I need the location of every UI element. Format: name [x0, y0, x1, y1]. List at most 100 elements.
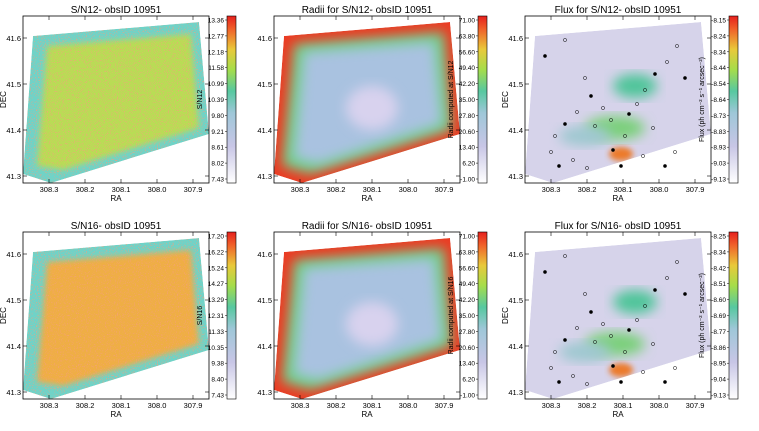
- y-tick-label: 41.6: [257, 34, 272, 43]
- colorbar-tick-label: 14.27: [208, 281, 225, 288]
- star-marker: [589, 310, 593, 314]
- colorbar-tick-label: 13.40: [459, 145, 476, 152]
- star-marker: [635, 318, 639, 322]
- y-tick-label: 41.5: [508, 80, 523, 89]
- colorbar-tick-label: 20.60: [459, 129, 476, 136]
- star-marker: [611, 364, 615, 368]
- colorbar-tick-label: 8.40: [211, 377, 224, 384]
- x-tick-label: 307.9: [686, 185, 705, 194]
- x-tick-label: 308.2: [578, 185, 597, 194]
- colorbar: [226, 15, 237, 184]
- chart-title: S/N16- obsID 10951: [71, 221, 162, 232]
- star-marker: [543, 270, 547, 274]
- colorbar-tick-label: -8.42: [711, 265, 726, 272]
- colorbar-tick-label: -8.15: [711, 18, 726, 25]
- star-marker: [675, 260, 679, 264]
- y-tick-label: 41.6: [6, 250, 21, 259]
- star-marker: [683, 292, 687, 296]
- y-tick-label: 41.5: [6, 80, 21, 89]
- x-tick-label: 308.3: [542, 185, 561, 194]
- colorbar-tick-label: -8.83: [711, 129, 726, 136]
- star-marker: [663, 380, 667, 384]
- y-tick-label: 41.6: [508, 34, 523, 43]
- colorbar-tick-label: 12.31: [208, 313, 225, 320]
- colorbar-label: S/N12: [197, 90, 204, 110]
- star-marker: [593, 124, 597, 128]
- star-marker: [683, 76, 687, 80]
- x-tick-label: 308.1: [363, 185, 382, 194]
- colorbar-tick-label: -8.25: [711, 234, 726, 241]
- star-marker: [609, 334, 613, 338]
- star-marker: [641, 370, 645, 374]
- colorbar-tick-label: 13.36: [208, 18, 225, 25]
- y-axis-label: DEC: [501, 91, 510, 108]
- star-marker: [557, 164, 561, 168]
- colorbar-tick-label: -8.54: [711, 81, 726, 88]
- plot-frame: [524, 231, 712, 400]
- x-tick-label: 307.9: [184, 185, 203, 194]
- chart-panel-4: S/N16- obsID 10951 308.3 308.2 308.1 308.0 30…: [0, 221, 237, 419]
- heatmap-area: [274, 22, 460, 183]
- colorbar-tick-label: 16.22: [208, 249, 225, 256]
- colorbar-tick-label: 11.58: [208, 65, 224, 72]
- colorbar-tick-label: -1.00: [460, 177, 475, 184]
- colorbar: [226, 231, 237, 400]
- x-tick-label: 307.9: [435, 401, 454, 410]
- star-marker: [571, 374, 575, 378]
- star-marker: [651, 342, 655, 346]
- star-marker: [653, 288, 657, 292]
- star-marker: [575, 326, 579, 330]
- x-tick-label: 308.3: [291, 401, 310, 410]
- x-axis-label: RA: [361, 194, 373, 203]
- colorbar-tick-label: 6.20: [462, 377, 475, 384]
- colorbar-tick-label: 15.24: [208, 265, 225, 272]
- colorbar-tick-label: 49.40: [459, 65, 476, 72]
- x-tick-label: 308.0: [650, 185, 669, 194]
- chart-panel-6: Flux for S/N16- obsID 10951 308.3 308.2 308…: [501, 221, 739, 419]
- colorbar-tick-label: 20.60: [459, 345, 476, 352]
- x-tick-label: 308.3: [40, 401, 59, 410]
- chart-title: Radii for S/N12- obsID 10951: [302, 5, 433, 16]
- colorbar: [728, 231, 739, 400]
- colorbar-tick-label: -8.73: [711, 113, 726, 120]
- colorbar-tick-label: 42.20: [459, 297, 476, 304]
- y-tick-label: 41.4: [508, 342, 523, 351]
- colorbar-tick-label: 63.80: [459, 33, 476, 40]
- colorbar-label: Flux (ph cm⁻² s⁻¹ arcsec⁻²): [699, 57, 706, 142]
- x-tick-label: 308.1: [112, 401, 131, 410]
- x-tick-label: 308.2: [327, 401, 346, 410]
- x-tick-label: 308.0: [148, 401, 167, 410]
- y-tick-label: 41.3: [508, 172, 523, 181]
- x-tick-label: 308.3: [542, 401, 561, 410]
- x-tick-label: 308.1: [112, 185, 131, 194]
- colorbar-tick-label: 8.02: [211, 161, 224, 168]
- colorbar-tick-label: 27.80: [459, 113, 476, 120]
- colorbar-tick-label: -8.34: [711, 249, 726, 256]
- y-tick-label: 41.6: [508, 250, 523, 259]
- y-tick-label: 41.4: [257, 342, 272, 351]
- y-tick-label: 41.4: [257, 126, 272, 135]
- x-tick-label: 308.2: [578, 401, 597, 410]
- colorbar: [477, 231, 488, 400]
- colorbar-tick-label: 11.33: [208, 329, 224, 336]
- y-tick-label: 41.4: [508, 126, 523, 135]
- star-marker: [553, 350, 557, 354]
- y-tick-label: 41.6: [257, 250, 272, 259]
- colorbar-tick-label: -9.13: [711, 177, 726, 184]
- star-marker: [627, 112, 631, 116]
- star-marker: [601, 106, 605, 110]
- star-marker: [665, 276, 669, 280]
- colorbar: [728, 15, 739, 184]
- x-tick-label: 308.1: [614, 185, 633, 194]
- star-marker: [585, 166, 589, 170]
- colorbar-label: S/N16: [197, 306, 204, 326]
- y-tick-label: 41.4: [6, 342, 21, 351]
- plot-frame: [524, 15, 712, 184]
- colorbar-tick-label: -9.03: [711, 161, 726, 168]
- colorbar-tick-label: 49.40: [459, 281, 476, 288]
- colorbar-tick-label: 13.29: [208, 297, 225, 304]
- heatmap-area: [525, 238, 711, 399]
- colorbar-tick-label: -8.60: [711, 297, 726, 304]
- x-tick-label: 307.9: [435, 185, 454, 194]
- y-axis-label: DEC: [501, 307, 510, 324]
